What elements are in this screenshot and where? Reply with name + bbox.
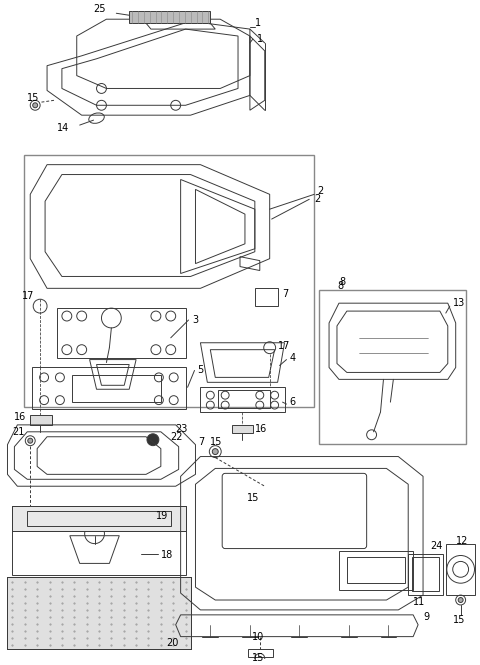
Text: 13: 13: [453, 298, 465, 308]
Bar: [24, 155, 314, 407]
Text: 2: 2: [314, 194, 321, 204]
Text: 25: 25: [94, 4, 106, 15]
Text: 3: 3: [192, 315, 199, 325]
Polygon shape: [129, 11, 210, 23]
Text: 4: 4: [289, 352, 296, 362]
Text: 20: 20: [166, 638, 178, 648]
Bar: [218, 390, 270, 408]
Text: 15: 15: [252, 654, 264, 664]
Circle shape: [34, 612, 70, 648]
Circle shape: [137, 626, 145, 634]
Circle shape: [48, 599, 56, 607]
Text: 15: 15: [27, 93, 40, 103]
Polygon shape: [8, 577, 191, 650]
Bar: [319, 291, 466, 444]
Text: 15: 15: [210, 437, 223, 447]
Text: 18: 18: [161, 551, 173, 561]
Circle shape: [123, 612, 159, 648]
Text: 19: 19: [156, 511, 168, 521]
Text: 9: 9: [423, 612, 429, 622]
Text: 16: 16: [14, 412, 27, 422]
Text: 1: 1: [257, 34, 263, 44]
Text: 5: 5: [197, 366, 204, 376]
Text: 2: 2: [317, 186, 324, 196]
Text: 22: 22: [171, 432, 183, 442]
Text: 16: 16: [255, 424, 267, 434]
Text: 14: 14: [57, 123, 69, 133]
Text: 17: 17: [277, 340, 290, 350]
Text: 21: 21: [12, 427, 25, 437]
Text: 15: 15: [453, 615, 465, 625]
Text: 15: 15: [247, 493, 259, 503]
Circle shape: [34, 585, 70, 621]
Text: 6: 6: [289, 397, 296, 407]
Circle shape: [458, 598, 463, 602]
Text: 1: 1: [255, 18, 261, 28]
Text: 23: 23: [176, 424, 188, 434]
Circle shape: [33, 103, 37, 108]
Circle shape: [48, 626, 56, 634]
Text: 8: 8: [337, 281, 343, 291]
Text: 7: 7: [283, 289, 289, 299]
Polygon shape: [30, 415, 52, 425]
Circle shape: [123, 585, 159, 621]
Circle shape: [28, 438, 33, 443]
Text: 17: 17: [22, 291, 35, 301]
Polygon shape: [12, 506, 186, 531]
Text: 24: 24: [430, 541, 443, 551]
Bar: [72, 376, 161, 402]
Text: 11: 11: [413, 597, 425, 607]
Circle shape: [212, 449, 218, 455]
Text: 12: 12: [456, 535, 468, 546]
Circle shape: [147, 434, 159, 446]
Circle shape: [137, 599, 145, 607]
Text: 7: 7: [198, 437, 204, 447]
Polygon shape: [232, 425, 253, 433]
Text: 8: 8: [339, 277, 345, 287]
Text: 10: 10: [252, 632, 264, 642]
